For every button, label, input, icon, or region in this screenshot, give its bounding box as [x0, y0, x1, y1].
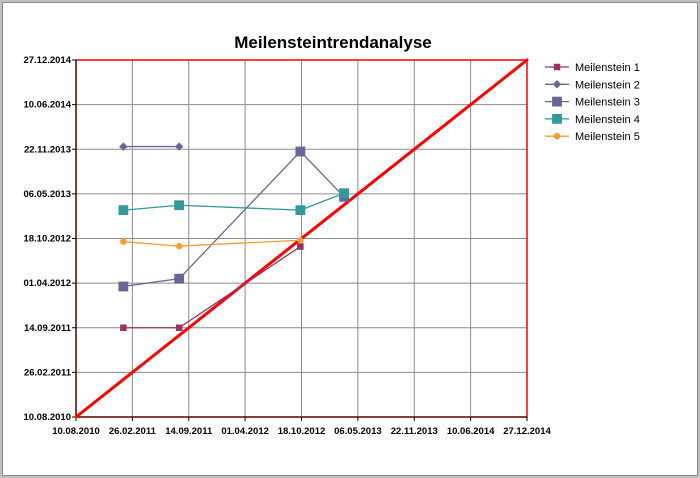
legend-label-meilenstein-3: Meilenstein 3: [575, 97, 640, 109]
legend-marker-meilenstein-2: [552, 80, 562, 89]
legend-label-meilenstein-2: Meilenstein 2: [575, 79, 640, 91]
x-tick-label: 22.11.2013: [391, 426, 438, 437]
series-point-meilenstein-4: [174, 200, 185, 211]
series-point-meilenstein-1: [297, 243, 304, 250]
y-tick-label: 10.08.2010: [23, 412, 71, 423]
series-point-meilenstein-4: [295, 205, 306, 216]
legend-label-meilenstein-5: Meilenstein 5: [575, 131, 640, 143]
y-tick-label: 14.09.2011: [24, 323, 72, 334]
legend-label-meilenstein-4: Meilenstein 4: [575, 114, 640, 126]
chart-svg: 10.08.2010 26.02.2011 14.09.2011 01.04.2012…: [23, 55, 640, 437]
series-point-meilenstein-3: [118, 281, 129, 292]
x-tick-label: 06.05.2013: [334, 426, 382, 437]
series-point-meilenstein-3: [174, 273, 185, 284]
y-tick-label: 26.02.2011: [24, 367, 72, 378]
chart-title: Meilensteintrendanalyse: [234, 33, 432, 52]
y-tick-label: 06.05.2013: [23, 189, 71, 200]
series-point-meilenstein-5: [120, 238, 127, 245]
series-point-meilenstein-2: [174, 142, 184, 151]
legend-marker-meilenstein-1: [553, 63, 561, 71]
series-point-meilenstein-1: [175, 324, 183, 331]
series-line-meilenstein-3: [123, 150, 345, 288]
x-tick-label: 18.10.2012: [278, 426, 326, 437]
y-tick-label: 22.11.2013: [24, 144, 71, 155]
series-point-meilenstein-3: [295, 146, 306, 157]
series-point-meilenstein-1: [120, 324, 127, 331]
legend-label-meilenstein-1: Meilenstein 1: [575, 62, 640, 74]
series-point-meilenstein-4: [118, 205, 129, 216]
x-tick-label: 01.04.2012: [221, 426, 269, 437]
y-tick-label: 10.06.2014: [23, 100, 71, 111]
series-point-meilenstein-5: [297, 237, 304, 244]
x-tick-label: 27.12.2014: [503, 426, 551, 437]
y-tick-label: 27.12.2014: [23, 55, 71, 66]
y-tick-label: 01.04.2012: [23, 278, 71, 289]
legend-marker-meilenstein-5: [553, 133, 561, 140]
legend-marker-meilenstein-4: [552, 114, 562, 124]
x-tick-label: 26.02.2011: [109, 426, 157, 437]
x-tick-label: 10.08.2010: [52, 426, 100, 437]
series-point-meilenstein-2: [119, 142, 128, 151]
series-point-meilenstein-4: [339, 188, 349, 199]
legend-marker-meilenstein-3: [552, 96, 562, 107]
series-point-meilenstein-5: [175, 242, 183, 250]
y-tick-label: 18.10.2012: [23, 234, 71, 245]
series-line-meilenstein-4: [123, 192, 345, 211]
x-tick-label: 10.06.2014: [447, 426, 495, 437]
x-tick-label: 14.09.2011: [165, 426, 213, 437]
